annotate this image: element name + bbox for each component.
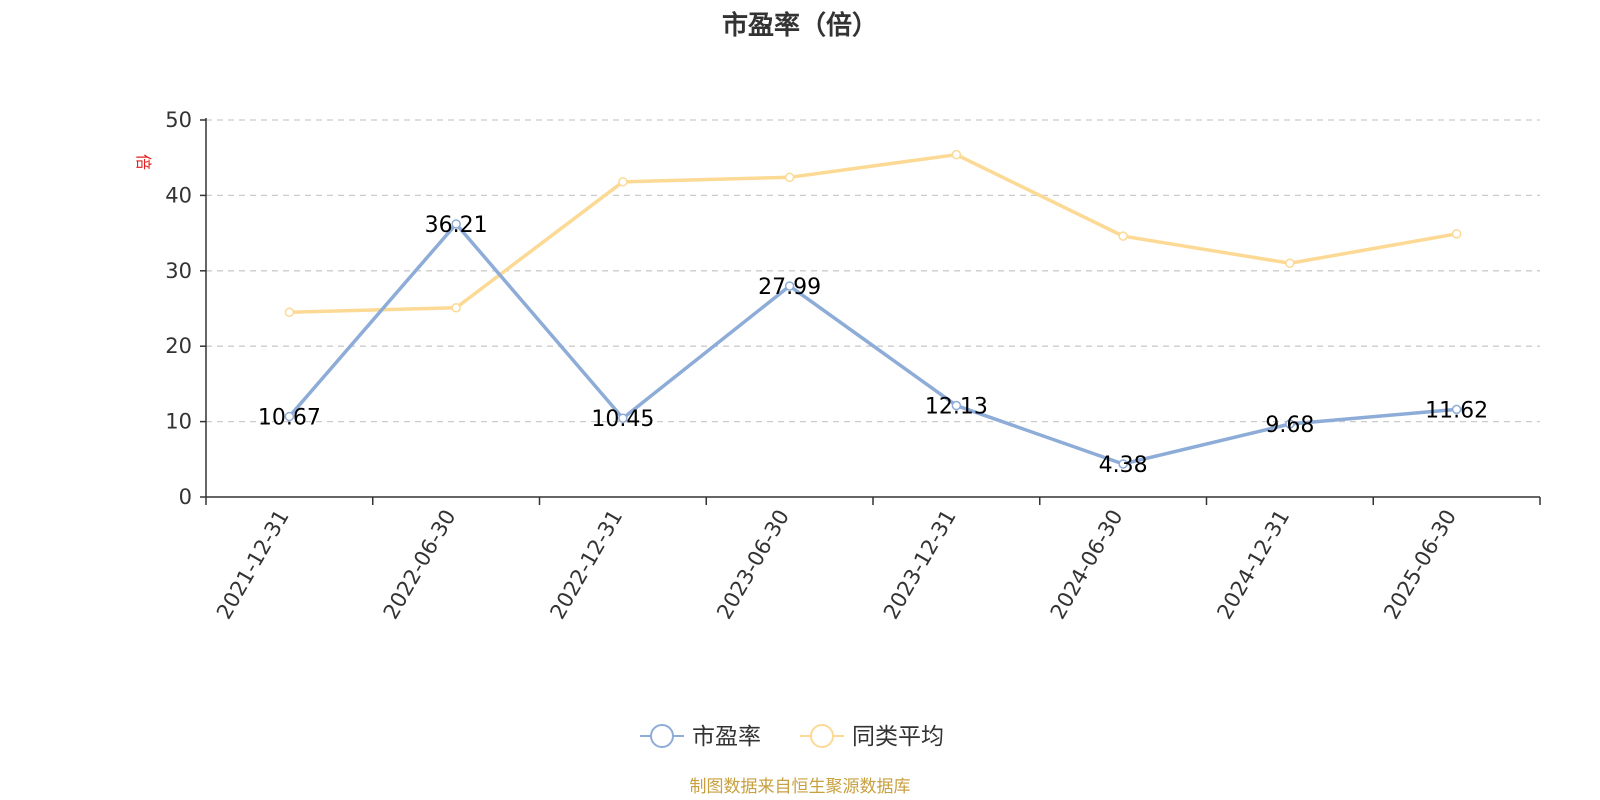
data-label: 11.62 — [1425, 398, 1488, 423]
data-point — [451, 302, 461, 313]
data-point — [1118, 231, 1128, 241]
data-point — [951, 400, 962, 411]
data-point — [618, 413, 628, 423]
data-label: 10.67 — [258, 406, 321, 431]
y-tick-label: 10 — [165, 410, 192, 434]
legend[interactable]: 市盈率 同类平均 — [640, 724, 944, 750]
data-label: 27.99 — [758, 275, 821, 300]
legend-marker — [810, 724, 834, 748]
y-tick-label: 30 — [165, 259, 192, 283]
y-tick-label: 50 — [165, 108, 192, 132]
data-label: 36.21 — [425, 213, 488, 238]
data-label: 10.45 — [591, 407, 654, 432]
y-tick-label: 0 — [179, 485, 192, 509]
series-line — [289, 152, 1457, 315]
axes: 0 10 20 30 40 50 2021-12-31 2022-06-30 2022-12-3… — [165, 108, 1541, 624]
y-axis-unit: 倍 — [134, 154, 153, 170]
data-point — [284, 411, 295, 422]
data-label: 9.68 — [1265, 413, 1314, 438]
legend-label: 同类平均 — [852, 724, 944, 750]
y-tick-label: 40 — [165, 183, 192, 207]
data-point — [1451, 229, 1462, 239]
x-tick-label: 2024-12-31 — [1212, 506, 1294, 624]
x-tick-label: 2023-12-31 — [879, 506, 961, 624]
data-point — [1118, 459, 1128, 469]
x-tick-label: 2022-06-30 — [379, 506, 461, 624]
x-tick-label: 2023-06-30 — [712, 506, 794, 624]
data-label: 12.13 — [925, 395, 988, 420]
x-tick-label: 2025-06-30 — [1379, 506, 1461, 624]
data-labels: 10.67 36.21 10.45 27.99 12.13 4.38 9.68 11.62 — [258, 213, 1488, 478]
data-point — [284, 307, 295, 318]
data-point — [451, 219, 461, 229]
data-point — [784, 281, 795, 291]
y-tick-label: 20 — [165, 334, 192, 358]
x-tick-label: 2024-06-30 — [1046, 506, 1128, 624]
legend-marker — [650, 724, 674, 748]
data-point — [1451, 404, 1462, 415]
chart-title: 市盈率（倍） — [722, 10, 878, 41]
x-tick-label: 2021-12-31 — [212, 506, 294, 624]
data-point — [1285, 419, 1295, 429]
legend-label: 市盈率 — [692, 724, 761, 750]
series-layer — [284, 149, 1462, 469]
data-label: 4.38 — [1099, 453, 1148, 478]
data-point — [951, 149, 962, 160]
x-tick-label: 2022-12-31 — [545, 506, 627, 624]
data-point — [784, 172, 795, 183]
series-line — [288, 222, 1457, 466]
data-point — [1285, 258, 1295, 269]
data-point — [618, 177, 628, 187]
source-note: 制图数据来自恒生聚源数据库 — [690, 777, 911, 797]
